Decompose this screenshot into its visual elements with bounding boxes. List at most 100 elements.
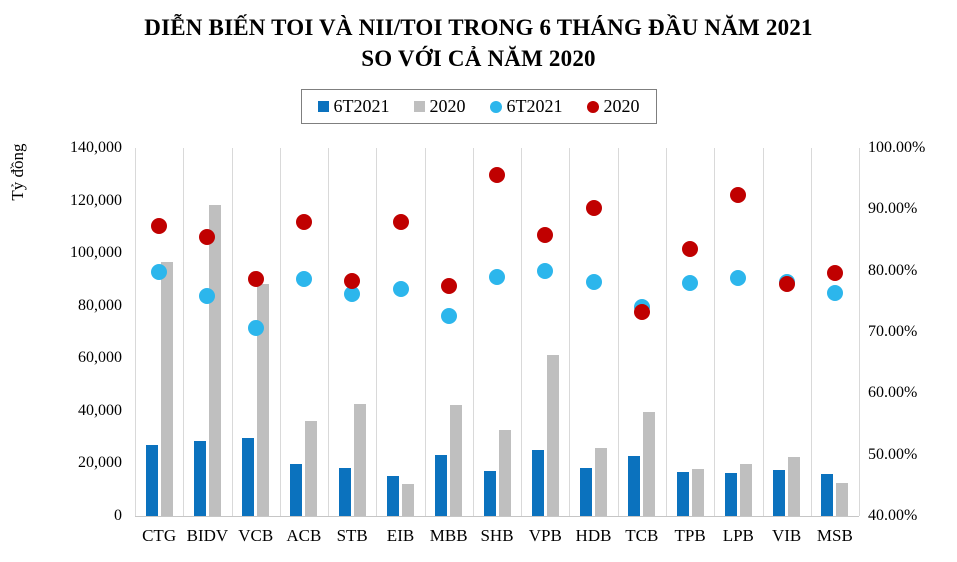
legend-marker-square-icon bbox=[317, 101, 329, 112]
x-axis-category-label: VPB bbox=[528, 526, 562, 545]
right-axis-tick-label: 90.00% bbox=[868, 200, 918, 218]
left-axis-tick-label: 60,000 bbox=[78, 349, 122, 367]
grid-line bbox=[231, 148, 233, 516]
bar-2020-vcb bbox=[257, 284, 270, 516]
x-axis-category-label: TCB bbox=[625, 526, 659, 545]
bar-6t2021-eib bbox=[387, 476, 399, 516]
right-axis-tick-label: 70.00% bbox=[868, 323, 918, 340]
legend-marker-circle-icon bbox=[586, 100, 599, 113]
legend-label: 6T2021 bbox=[506, 96, 563, 116]
legend: 6T2021 2020 6T2021 2020 bbox=[300, 89, 657, 124]
right-axis-tick-label: 100.00% bbox=[868, 139, 926, 156]
bar-6t2021-tpb bbox=[676, 471, 689, 516]
left-axis-title: Tỷ đồng bbox=[8, 143, 27, 201]
bar-6t2021-acb bbox=[290, 463, 303, 516]
bar-2020-tpb bbox=[691, 468, 704, 516]
dot-6t2021-vpb bbox=[537, 263, 554, 280]
dot-6t2021-shb bbox=[489, 268, 505, 285]
dot-2020-msb bbox=[826, 265, 843, 282]
x-axis-category-label: SHB bbox=[480, 526, 514, 545]
dot-2020-mbb bbox=[440, 278, 457, 294]
dot-2020-tpb bbox=[682, 240, 699, 257]
dot-6t2021-stb bbox=[344, 286, 361, 302]
dot-2020-hdb bbox=[585, 200, 602, 217]
dot-6t2021-tpb bbox=[682, 274, 699, 291]
chart-title: DIỄN BIẾN TOI VÀ NII/TOI TRONG 6 THÁNG Đ… bbox=[0, 12, 957, 74]
left-axis-tick-label: 40,000 bbox=[78, 401, 122, 419]
grid-line bbox=[135, 148, 136, 516]
x-axis-category-label: MBB bbox=[429, 526, 468, 545]
chart-title-line-1: DIỄN BIẾN TOI VÀ NII/TOI TRONG 6 THÁNG Đ… bbox=[144, 15, 813, 40]
bar-6t2021-stb bbox=[338, 468, 351, 516]
dot-6t2021-acb bbox=[295, 270, 312, 287]
x-axis-category-label: MSB bbox=[816, 526, 853, 545]
grid-line bbox=[617, 148, 619, 516]
x-axis-line bbox=[135, 516, 859, 517]
grid-line bbox=[859, 148, 860, 516]
grid-line bbox=[569, 148, 571, 516]
dot-2020-vib bbox=[778, 276, 795, 293]
grid-line bbox=[762, 148, 764, 516]
legend-label: 6T2021 bbox=[333, 96, 390, 116]
left-axis-tick-label: 20,000 bbox=[78, 454, 122, 472]
dot-6t2021-lpb bbox=[730, 270, 747, 286]
grid-line bbox=[714, 148, 716, 516]
right-axis-tick-label: 50.00% bbox=[868, 445, 918, 463]
bar-6t2021-ctg bbox=[145, 444, 158, 516]
right-axis-tick-label: 80.00% bbox=[868, 261, 918, 279]
x-axis-category-label: HDB bbox=[575, 526, 612, 545]
left-axis-tick-label: 140,000 bbox=[70, 139, 122, 156]
grid-line bbox=[810, 148, 812, 516]
chart-title-line-2: SO VỚI CẢ NĂM 2020 bbox=[361, 46, 596, 72]
x-axis-category-label: EIB bbox=[386, 526, 415, 545]
x-axis-category-label: BIDV bbox=[186, 526, 229, 545]
legend-label: 2020 bbox=[603, 96, 640, 116]
dot-2020-stb bbox=[344, 272, 361, 289]
dot-6t2021-vcb bbox=[247, 320, 264, 337]
dot-6t2021-eib bbox=[392, 280, 409, 297]
dot-2020-ctg bbox=[151, 217, 168, 234]
bar-6t2021-lpb bbox=[724, 472, 737, 516]
right-axis-tick-label: 60.00% bbox=[868, 384, 918, 402]
bar-2020-acb bbox=[305, 421, 318, 516]
legend-marker-circle-icon bbox=[489, 100, 502, 113]
x-axis-category-label: VIB bbox=[771, 526, 802, 545]
bar-6t2021-bidv bbox=[193, 440, 206, 516]
right-axis-tick-label: 40.00% bbox=[868, 507, 918, 524]
bar-2020-tcb bbox=[643, 411, 656, 516]
x-axis-category-label: VCB bbox=[238, 526, 274, 545]
dot-6t2021-bidv bbox=[199, 287, 216, 304]
dot-2020-vcb bbox=[247, 270, 264, 287]
bar-2020-lpb bbox=[739, 464, 752, 516]
x-axis-category-label: ACB bbox=[286, 526, 322, 545]
legend-item-2020-circle: 2020 bbox=[586, 96, 640, 117]
bar-6t2021-hdb bbox=[580, 467, 592, 516]
x-axis-category-label: LPB bbox=[722, 526, 754, 545]
left-axis-tick-label: 80,000 bbox=[78, 296, 122, 314]
bar-2020-shb bbox=[498, 430, 511, 516]
bar-2020-vpb bbox=[546, 355, 559, 516]
x-axis-category-label: TPB bbox=[674, 526, 706, 545]
bar-2020-msb bbox=[836, 482, 849, 516]
legend-item-6t2021-circle: 6T2021 bbox=[489, 96, 563, 117]
left-axis-tick-label: 0 bbox=[114, 507, 122, 524]
bar-6t2021-msb bbox=[821, 473, 834, 516]
bar-2020-vib bbox=[788, 457, 801, 516]
dot-2020-acb bbox=[295, 213, 312, 230]
grid-line bbox=[328, 148, 330, 516]
bar-2020-stb bbox=[353, 404, 366, 516]
dot-2020-shb bbox=[489, 167, 505, 183]
dot-6t2021-ctg bbox=[151, 263, 168, 280]
bar-6t2021-vib bbox=[773, 470, 786, 516]
dot-2020-lpb bbox=[730, 186, 747, 203]
grid-line bbox=[376, 148, 378, 516]
bar-2020-eib bbox=[402, 484, 414, 516]
grid-line bbox=[424, 148, 426, 516]
bar-2020-hdb bbox=[595, 447, 607, 516]
bar-6t2021-tcb bbox=[628, 456, 641, 516]
dot-2020-bidv bbox=[199, 228, 216, 245]
bar-2020-bidv bbox=[208, 205, 221, 516]
bar-2020-ctg bbox=[160, 262, 173, 516]
legend-item-2020-square: 2020 bbox=[413, 96, 466, 117]
bar-6t2021-vcb bbox=[242, 438, 255, 516]
